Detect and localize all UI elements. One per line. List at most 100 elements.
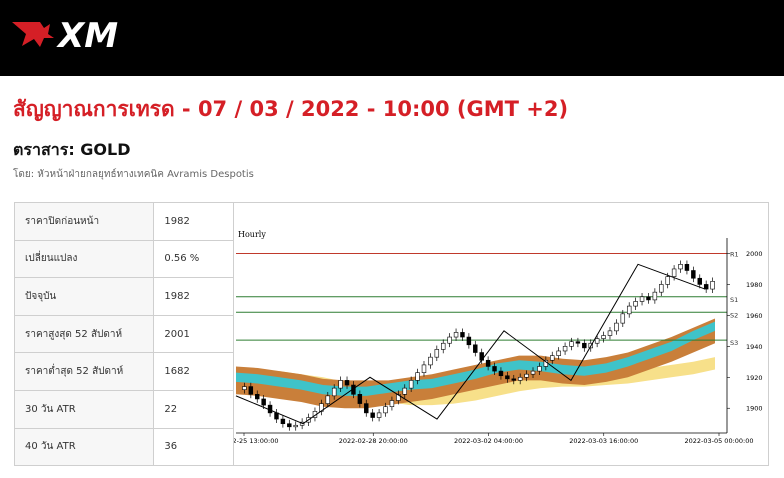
price-candle [421, 364, 427, 373]
stat-value: 1982 [153, 202, 234, 241]
price-candle [441, 342, 446, 350]
table-row: ราคาต่ำสุด 52 สัปดาห์ 1682 [13, 352, 234, 391]
price-candle [485, 359, 491, 367]
x-tick-label: 2022-02-28 20:00:00 [339, 437, 408, 445]
stat-label: 30 วัน ATR [13, 389, 155, 429]
price-candle [280, 418, 286, 425]
price-candle [492, 366, 497, 372]
stat-label: ราคาต่ำสุด 52 สัปดาห์ [13, 352, 155, 391]
price-candle [434, 349, 440, 358]
y-tick-label: 1960 [746, 312, 763, 320]
hourly-chart: Hourly R1 S1 S2 S3 1900 1920 1940 1960 1980 2000 20… [233, 202, 769, 466]
price-candle [389, 400, 395, 407]
logo-mark [12, 22, 54, 47]
price-candle [697, 277, 702, 285]
author-line: โดย: หัวหน้าฝ่ายกลยุทธ์ทางเทคนิค Avramis… [13, 169, 254, 180]
price-candle [710, 281, 715, 290]
stat-label: เปลี่ยนแปลง [13, 239, 155, 279]
level-label-s2: S2 [730, 311, 738, 319]
price-candle [453, 332, 459, 338]
price-candle [678, 264, 683, 270]
price-candle [274, 412, 279, 420]
page-title: สัญญาณการเทรด - 07 / 03 / 2022 - 10:00 (… [13, 97, 569, 121]
logo-text: XM [56, 16, 118, 54]
site-header: XM [0, 0, 784, 76]
stat-value: 22 [153, 389, 234, 429]
stat-value: 0.56 % [153, 239, 234, 279]
x-tick-label: 2022-02-25 13:00:00 [234, 437, 279, 445]
price-candle [293, 424, 298, 428]
stat-value: 36 [153, 427, 234, 467]
y-tick-label: 1940 [746, 343, 763, 351]
x-tick-label: 2022-03-05 00:00:00 [684, 437, 753, 445]
stat-value: 1682 [153, 352, 234, 391]
price-candle [665, 276, 670, 285]
y-tick-label: 2000 [746, 250, 763, 258]
zigzag-line [235, 263, 706, 425]
price-candle [408, 380, 414, 389]
price-candle [646, 296, 651, 301]
price-candle [242, 386, 247, 390]
y-tick-label: 1980 [746, 281, 763, 289]
price-candle [652, 291, 658, 301]
x-tick-label: 2022-03-03 16:00:00 [569, 437, 638, 445]
price-candle [261, 398, 266, 406]
price-candle [402, 387, 407, 395]
price-candle [569, 341, 574, 347]
price-candle [614, 322, 619, 332]
table-row: 40 วัน ATR 36 [13, 427, 234, 467]
price-candle [575, 341, 581, 344]
price-candle [626, 305, 632, 315]
price-candle [601, 335, 606, 339]
price-candle [633, 301, 638, 307]
price-candle [607, 330, 613, 336]
stat-value: 2001 [153, 314, 234, 354]
level-label-r1: R1 [730, 250, 739, 258]
price-candle [691, 270, 696, 279]
price-candle [594, 338, 600, 344]
stat-label: ราคาสูงสุด 52 สัปดาห์ [13, 314, 155, 354]
stat-label: ปัจจุบัน [13, 277, 155, 316]
level-label-s3: S3 [730, 339, 738, 347]
stat-label: ราคาปิดก่อนหน้า [13, 202, 155, 241]
x-tick-label: 2022-03-02 04:00:00 [454, 437, 523, 445]
price-candle [505, 375, 510, 380]
table-row: เปลี่ยนแปลง 0.56 % [13, 239, 234, 279]
y-tick-label: 1900 [746, 405, 763, 413]
price-candle [338, 380, 343, 389]
price-candle [370, 412, 375, 418]
price-candle [562, 346, 568, 352]
price-candle [511, 378, 516, 381]
price-candle [671, 268, 677, 277]
price-candle [415, 372, 420, 381]
price-candle [331, 387, 337, 397]
price-candle [325, 395, 331, 404]
price-candle [639, 296, 645, 302]
table-row: ราคาปิดก่อนหน้า 1982 [13, 202, 234, 241]
price-candle [620, 313, 626, 324]
price-candle [383, 406, 388, 414]
price-candle [473, 344, 478, 353]
chart-title: Hourly [238, 230, 266, 239]
price-candle [703, 284, 709, 290]
table-row: 30 วัน ATR 22 [13, 389, 234, 429]
y-tick-label: 1920 [746, 374, 763, 382]
price-candle [255, 394, 260, 400]
instrument-heading: ตราสาร: GOLD [13, 140, 131, 159]
stat-label: 40 วัน ATR [13, 427, 155, 467]
price-candle [344, 380, 350, 386]
price-candle [517, 376, 523, 381]
price-candle [376, 412, 382, 418]
price-candle [524, 373, 529, 378]
orange-band [236, 318, 715, 409]
price-candle [248, 386, 254, 395]
price-candle [364, 403, 369, 414]
price-candle [287, 423, 292, 428]
price-candle [550, 355, 555, 361]
price-candle [530, 370, 536, 375]
price-candle [582, 342, 587, 349]
level-label-s1: S1 [730, 296, 738, 304]
xm-logo[interactable]: XM [10, 14, 140, 54]
price-candle [556, 350, 561, 356]
price-candle [428, 356, 433, 366]
